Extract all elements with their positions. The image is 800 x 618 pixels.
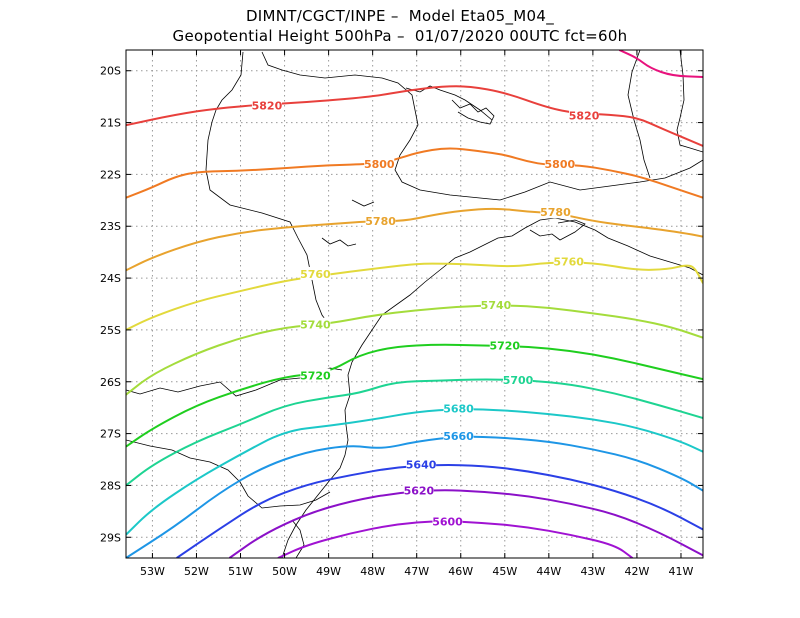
contour-label-bg bbox=[365, 214, 396, 228]
contour-5660 bbox=[126, 435, 703, 558]
contour-5800 bbox=[126, 147, 703, 199]
river-border-1 bbox=[405, 85, 493, 121]
contour-5780 bbox=[126, 207, 703, 272]
x-tick-label: 42W bbox=[624, 565, 649, 578]
contour-label-bg bbox=[403, 483, 434, 497]
coastline-main bbox=[281, 217, 703, 558]
y-tick-label: 26S bbox=[100, 376, 121, 389]
contour-label-5780: 5780 bbox=[540, 206, 571, 219]
coastline-borders bbox=[126, 50, 703, 558]
x-tick-label: 46W bbox=[448, 565, 473, 578]
contour-label-bg bbox=[251, 98, 282, 112]
contour-label-bg bbox=[569, 108, 600, 122]
contour-lines bbox=[126, 50, 703, 558]
contour-5720 bbox=[126, 343, 703, 448]
contour-label-5700: 5700 bbox=[503, 374, 534, 387]
y-tick-label: 24S bbox=[100, 272, 121, 285]
lagoon bbox=[291, 519, 305, 558]
contour-label-bg bbox=[443, 429, 474, 443]
state-border-sw bbox=[126, 439, 331, 509]
contour-label-5740: 5740 bbox=[481, 299, 512, 312]
state-border-west bbox=[205, 51, 331, 327]
reservoir-3 bbox=[351, 199, 375, 207]
y-tick-label: 29S bbox=[100, 531, 121, 544]
y-tick-label: 27S bbox=[100, 428, 121, 441]
y-tick-label: 25S bbox=[100, 324, 121, 337]
contour-label-5760: 5760 bbox=[553, 255, 584, 268]
reservoir-2 bbox=[321, 237, 357, 247]
contour-5840 bbox=[618, 50, 703, 78]
y-tick-label: 22S bbox=[100, 168, 121, 181]
contour-5700 bbox=[126, 378, 703, 487]
plot-frame bbox=[125, 49, 704, 559]
x-tick-label: 44W bbox=[536, 565, 561, 578]
contour-label-5720: 5720 bbox=[489, 339, 520, 352]
contour-label-bg bbox=[503, 373, 534, 387]
x-tick-label: 41W bbox=[669, 565, 694, 578]
contour-label-5820: 5820 bbox=[569, 109, 600, 122]
contour-label-5600: 5600 bbox=[432, 516, 463, 529]
contour-label-5620: 5620 bbox=[404, 485, 435, 498]
contour-label-bg bbox=[300, 266, 331, 280]
x-tick-label: 43W bbox=[580, 565, 605, 578]
contour-5620 bbox=[228, 489, 703, 558]
contour-label-bg bbox=[553, 254, 584, 268]
contour-label-5800: 5800 bbox=[545, 158, 576, 171]
x-tick-label: 45W bbox=[492, 565, 517, 578]
state-border-ne bbox=[627, 50, 651, 179]
contour-label-5760: 5760 bbox=[300, 268, 331, 281]
x-tick-label: 53W bbox=[140, 565, 165, 578]
contour-labels: 5820 5820 5800 5800 5780 5780 5760 5760 5740 5740… bbox=[251, 98, 600, 529]
y-axis-ticks: 20S 21S 22S 23S 24S 25S 26S 27S 28S 29S bbox=[100, 65, 703, 544]
reservoir-1 bbox=[451, 99, 495, 125]
contour-label-5780: 5780 bbox=[365, 215, 396, 228]
contour-label-5820: 5820 bbox=[252, 99, 283, 112]
contour-5820 bbox=[126, 85, 703, 147]
x-tick-label: 52W bbox=[184, 565, 209, 578]
x-axis-ticks: 53W 52W 51W 50W 49W 48W 47W 46W 45W 44W 43W 42W 41W bbox=[140, 50, 694, 578]
state-border-east bbox=[499, 159, 703, 201]
x-tick-label: 50W bbox=[272, 565, 297, 578]
x-tick-label: 47W bbox=[404, 565, 429, 578]
y-tick-label: 21S bbox=[100, 117, 121, 130]
contour-label-5720: 5720 bbox=[300, 370, 331, 383]
contour-label-bg bbox=[489, 338, 520, 352]
title-line-1: DIMNT/CGCT/INPE – Model Eta05_M04_ bbox=[245, 7, 555, 25]
contour-label-bg bbox=[300, 368, 331, 382]
coastline-island bbox=[529, 219, 586, 241]
contour-label-bg bbox=[540, 205, 571, 219]
x-tick-label: 51W bbox=[228, 565, 253, 578]
contour-label-bg bbox=[432, 514, 463, 528]
contour-label-5680: 5680 bbox=[443, 403, 474, 416]
x-tick-label: 49W bbox=[316, 565, 341, 578]
contour-label-bg bbox=[406, 457, 437, 471]
contour-5680 bbox=[126, 408, 703, 536]
y-tick-label: 28S bbox=[100, 479, 121, 492]
contour-label-bg bbox=[364, 157, 395, 171]
contour-label-5640: 5640 bbox=[406, 459, 437, 472]
contour-label-5740: 5740 bbox=[300, 319, 331, 332]
y-tick-label: 20S bbox=[100, 65, 121, 78]
contour-label-bg bbox=[544, 157, 575, 171]
contour-label-bg bbox=[480, 298, 511, 312]
contour-label-5660: 5660 bbox=[443, 430, 474, 443]
title-line-2: Geopotential Height 500hPa – 01/07/2020 … bbox=[172, 27, 628, 45]
contour-label-bg bbox=[300, 317, 331, 331]
state-border-north bbox=[261, 51, 501, 201]
x-tick-label: 48W bbox=[360, 565, 385, 578]
y-tick-label: 23S bbox=[100, 220, 121, 233]
state-border-far-east bbox=[676, 50, 703, 153]
grid-lines bbox=[126, 50, 703, 558]
contour-label-bg bbox=[443, 401, 474, 415]
contour-5740 bbox=[126, 304, 703, 396]
contour-5640 bbox=[176, 464, 703, 558]
contour-5760 bbox=[126, 261, 703, 331]
contour-label-5800: 5800 bbox=[364, 158, 395, 171]
